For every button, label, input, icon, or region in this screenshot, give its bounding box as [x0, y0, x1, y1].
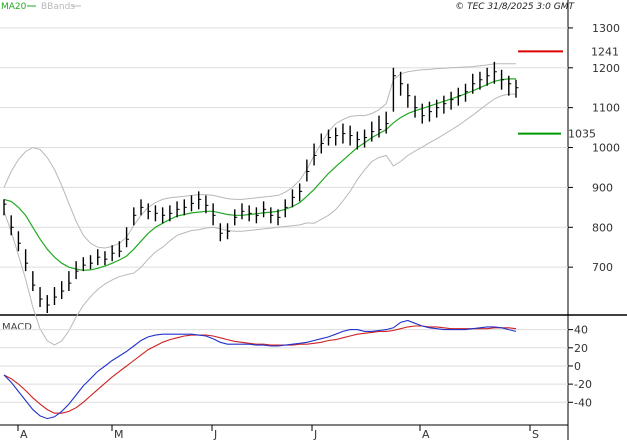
macd-tick-label: 0: [574, 360, 581, 373]
support-label: 1035: [568, 128, 596, 141]
x-tick-label: J: [213, 428, 217, 440]
macd-tick-label: -20: [574, 378, 592, 391]
resistance-label: 1241: [591, 45, 619, 58]
macd-axis-ticks: 40 20 0 -20 -40: [568, 324, 592, 409]
price-gridlines: [0, 27, 568, 268]
bb-upper-line: [3, 63, 516, 249]
macd-gridlines: [0, 329, 568, 403]
ma20-series: [3, 78, 516, 271]
macd-signal-line: [3, 325, 517, 414]
macd-tick-label: -40: [574, 396, 592, 409]
price-bars: [3, 61, 519, 314]
price-tick-label: 800: [592, 221, 613, 234]
source-timestamp: © TEC 31/8/2025 3:0 GMT: [455, 2, 575, 12]
macd-label: MACD: [2, 322, 32, 333]
macd-tick-label: 20: [574, 342, 588, 355]
ma20-line: [3, 78, 516, 271]
legend-ma20: MA20: [1, 2, 27, 12]
price-tick-label: 1100: [592, 102, 620, 115]
x-tick-label: A: [422, 428, 430, 440]
legend-bbands: BBands: [41, 2, 75, 12]
bb-lower-line: [3, 93, 516, 346]
macd-main-line: [3, 319, 517, 420]
x-tick-label: M: [114, 428, 124, 440]
price-tick-label: 700: [592, 261, 613, 274]
price-tick-label: 1000: [592, 142, 620, 155]
macd-series: [3, 319, 517, 420]
x-tick-label: J: [313, 428, 317, 440]
macd-tick-label: 40: [574, 324, 588, 337]
x-tick-label: S: [532, 428, 539, 440]
price-axis-ticks: 1300 1200 1100 1000 900 800 700: [568, 22, 620, 274]
bollinger-bands: [3, 63, 516, 346]
support-resistance-levels: 1241 1035: [518, 45, 619, 141]
price-tick-label: 1200: [592, 62, 620, 75]
price-tick-label: 900: [592, 181, 613, 194]
price-tick-label: 1300: [592, 22, 620, 35]
x-tick-label: A: [20, 428, 28, 440]
